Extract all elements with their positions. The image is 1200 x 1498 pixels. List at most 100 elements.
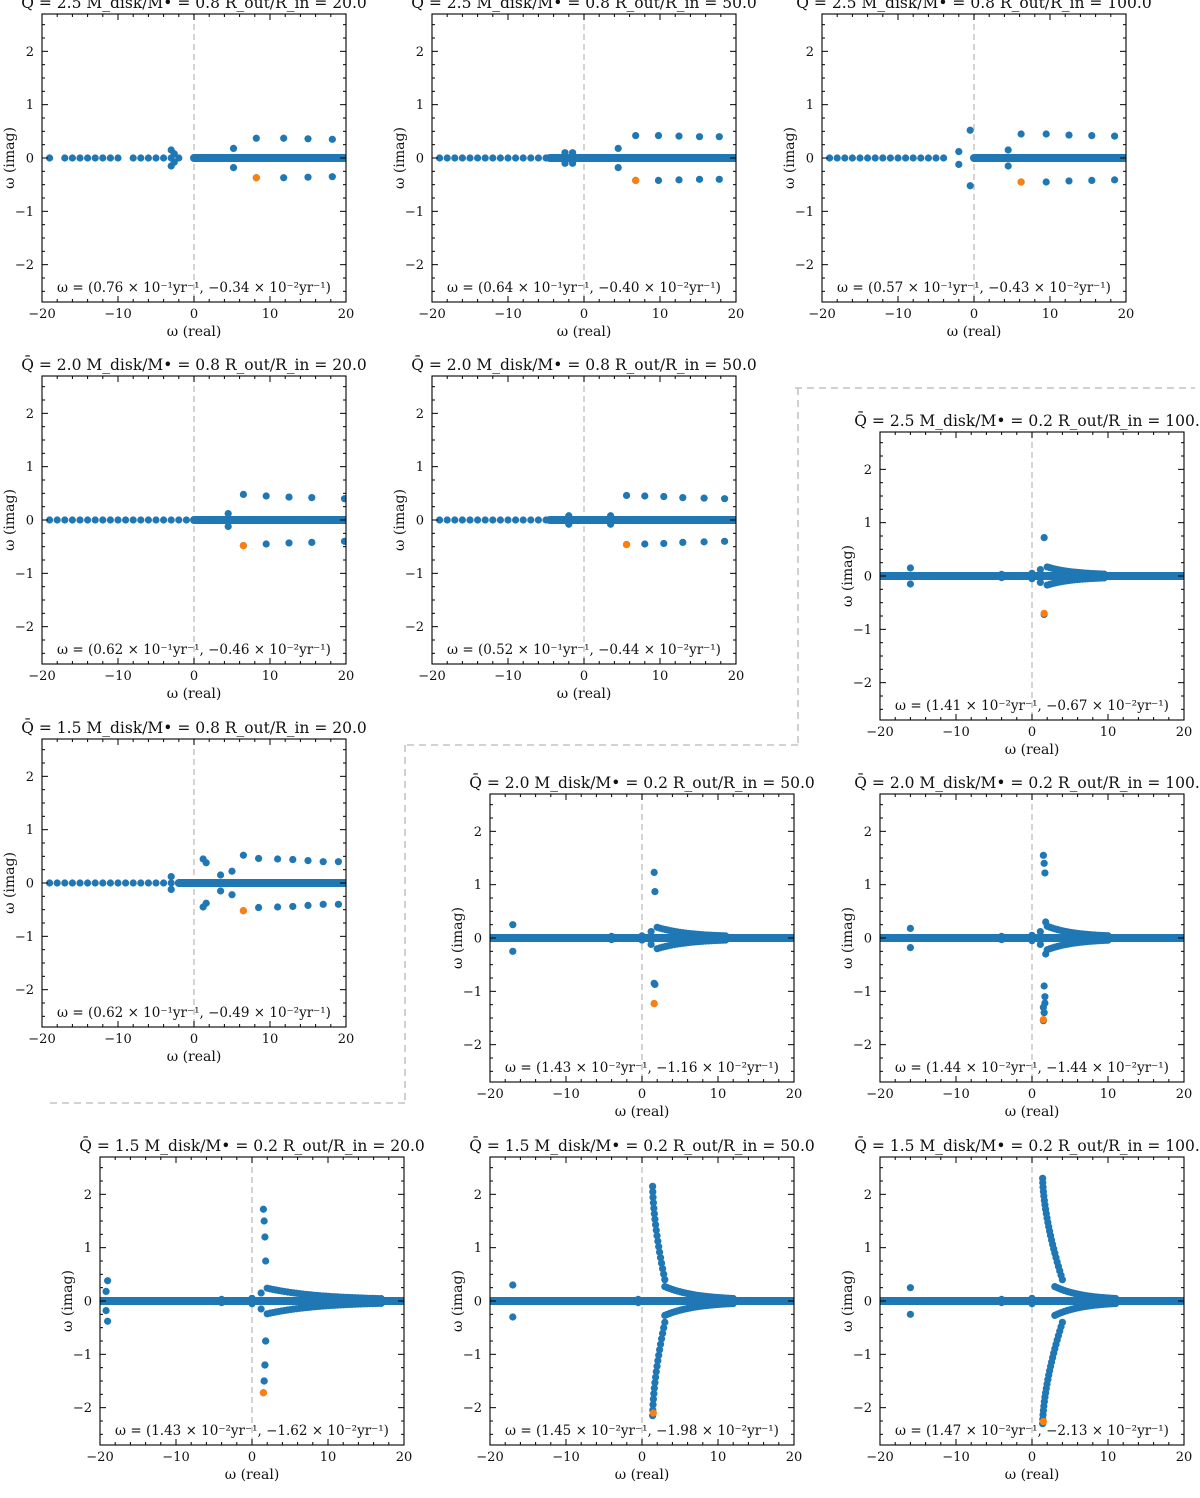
data-point-real	[534, 154, 543, 162]
data-point-real	[466, 154, 474, 162]
data-point	[998, 574, 1006, 582]
data-point-real	[466, 516, 474, 524]
x-tick-label: 10	[262, 1032, 279, 1047]
data-point-real	[114, 154, 122, 162]
data-point	[622, 491, 631, 500]
data-point-arc	[651, 1373, 660, 1381]
data-point-real	[160, 516, 168, 524]
x-tick-label: −20	[28, 1032, 55, 1047]
data-point	[998, 936, 1006, 944]
panel-10: Q̄ = 1.5 M_disk/M• = 0.2 R_out/R_in = 20…	[60, 1137, 425, 1483]
data-point	[170, 158, 178, 166]
y-tick-label: 1	[416, 98, 424, 113]
data-point	[721, 495, 729, 503]
y-tick-label: 1	[26, 460, 34, 475]
data-point-real	[167, 879, 175, 887]
panel-2: Q̄ = 2.5 M_disk/M• = 0.8 R_out/R_in = 50…	[392, 0, 757, 340]
data-point-real	[924, 154, 933, 162]
data-point-real	[458, 516, 466, 524]
data-point-real	[53, 516, 61, 524]
data-point	[906, 564, 915, 572]
data-point-real	[84, 154, 92, 162]
y-axis-label: ω (imag)	[450, 1270, 466, 1332]
data-point	[252, 134, 260, 142]
data-point	[328, 173, 336, 181]
mode-annotation: ω = (1.47 × 10⁻²yr⁻¹, −2.13 × 10⁻²yr⁻¹)	[895, 1423, 1169, 1439]
x-tick-label: 20	[396, 1450, 413, 1465]
data-point	[906, 580, 915, 588]
x-tick-label: 10	[1100, 725, 1117, 740]
data-point	[1004, 146, 1012, 154]
data-point-real	[46, 154, 54, 162]
plot-data	[880, 1157, 1184, 1445]
x-tick-label: −10	[552, 1087, 579, 1102]
data-point	[638, 936, 646, 944]
data-point	[651, 888, 659, 896]
mode-annotation: ω = (0.52 × 10⁻¹yr⁻¹, −0.44 × 10⁻²yr⁻¹)	[447, 642, 721, 658]
plot-data	[436, 14, 736, 302]
data-point-real	[864, 154, 872, 162]
data-point-real	[474, 154, 482, 162]
y-tick-label: 2	[26, 407, 34, 422]
data-point	[1017, 130, 1025, 138]
data-point	[255, 903, 263, 912]
x-tick-label: 0	[638, 1450, 646, 1465]
y-tick-label: 1	[416, 460, 424, 475]
y-tick-label: 0	[864, 932, 872, 947]
mode-annotation: ω = (0.62 × 10⁻¹yr⁻¹, −0.49 × 10⁻²yr⁻¹)	[57, 1005, 331, 1021]
data-point-real	[84, 879, 92, 887]
y-tick-label: −1	[405, 205, 424, 220]
panel-title: Q̄ = 2.5 M_disk/M• = 0.8 R_out/R_in = 50…	[411, 0, 757, 12]
data-point	[614, 164, 622, 172]
data-point	[285, 493, 293, 501]
data-point-real	[436, 516, 444, 524]
data-point-real	[481, 516, 489, 524]
data-point-real	[443, 516, 451, 524]
data-point	[955, 160, 963, 168]
x-tick-label: 10	[320, 1450, 337, 1465]
data-point	[308, 538, 316, 547]
data-point-real	[53, 879, 61, 887]
x-tick-label: −20	[28, 669, 55, 684]
data-point-real	[137, 154, 145, 162]
data-point	[654, 176, 663, 184]
data-point	[1065, 131, 1073, 139]
data-point-real	[458, 154, 466, 162]
panel-7: Q̄ = 1.5 M_disk/M• = 0.8 R_out/R_in = 20…	[2, 719, 367, 1065]
x-tick-label: 0	[190, 1032, 198, 1047]
x-axis-label: ω (real)	[557, 324, 612, 340]
data-point	[239, 490, 247, 498]
data-point	[170, 150, 178, 158]
data-point-real	[91, 879, 99, 887]
data-point	[217, 871, 225, 879]
data-point	[509, 1313, 517, 1321]
data-point-extra	[1039, 1003, 1047, 1011]
x-axis-label: ω (real)	[1005, 742, 1060, 758]
data-point	[285, 539, 293, 547]
data-point	[1039, 851, 1047, 859]
data-point	[1028, 575, 1036, 583]
data-point	[715, 133, 723, 141]
data-point-real	[175, 879, 183, 887]
y-axis-label: ω (imag)	[2, 127, 18, 189]
data-point-real	[871, 154, 879, 162]
x-axis-label: ω (real)	[225, 1467, 280, 1483]
x-tick-label: 20	[338, 1032, 355, 1047]
data-point	[715, 175, 723, 183]
data-point-real	[848, 154, 857, 162]
data-point-real	[932, 154, 940, 162]
data-point	[700, 538, 708, 546]
highlight-point	[649, 1409, 658, 1417]
data-point	[679, 538, 687, 547]
data-point-real	[481, 154, 489, 162]
panel-title: Q̄ = 2.0 M_disk/M• = 0.8 R_out/R_in = 20…	[21, 356, 367, 374]
y-tick-label: 1	[864, 516, 872, 531]
data-point	[632, 132, 640, 140]
y-tick-label: 2	[864, 1188, 872, 1203]
data-point-real	[91, 516, 99, 524]
x-tick-label: 0	[248, 1450, 256, 1465]
y-axis-label: ω (imag)	[450, 907, 466, 969]
data-point-arc	[649, 1182, 657, 1190]
plot-data	[490, 794, 794, 1082]
data-point	[167, 885, 175, 894]
